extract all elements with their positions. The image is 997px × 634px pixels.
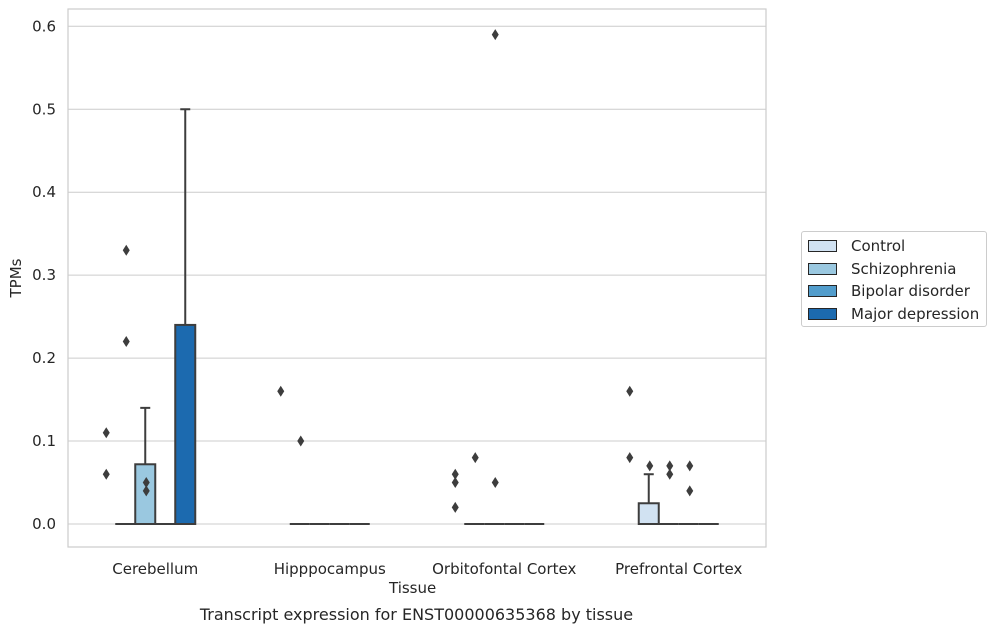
outlier-point (142, 485, 150, 497)
legend-label: Schizophrenia (851, 259, 957, 278)
outlier-point (451, 468, 459, 480)
plot-area (67, 8, 767, 548)
legend-item-bipolar: Bipolar disorder (802, 280, 986, 303)
x-tick-label: Cerebellum (112, 560, 198, 578)
y-tick-label: 0.1 (32, 432, 56, 450)
outlier-point (102, 427, 110, 439)
x-tick-label: Prefrontal Cortex (615, 560, 742, 578)
outlier-point (666, 468, 674, 480)
outlier-point (451, 501, 459, 513)
legend: Control Schizophrenia Bipolar disorder M… (801, 231, 987, 327)
outlier-point (471, 452, 479, 464)
figure-caption: Transcript expression for ENST0000063536… (199, 605, 634, 624)
outlier-point (686, 485, 694, 497)
legend-label: Control (851, 237, 906, 256)
legend-item-control: Control (802, 235, 986, 258)
outlier-point (122, 244, 130, 256)
box (637, 502, 660, 526)
outlier-point (297, 435, 305, 447)
outlier-point (491, 29, 499, 41)
y-tick-label: 0.2 (32, 349, 56, 367)
y-tick-label: 0.4 (32, 183, 56, 201)
y-axis-label: TPMs (7, 258, 25, 298)
legend-swatch-major-depression (808, 307, 837, 320)
y-tick-label: 0.0 (32, 515, 56, 533)
outlier-point (142, 477, 150, 489)
legend-swatch-bipolar (808, 285, 837, 298)
y-tick-label: 0.5 (32, 100, 56, 118)
legend-label: Bipolar disorder (851, 282, 970, 301)
legend-item-major-depression: Major depression (802, 303, 986, 326)
outlier-point (626, 385, 634, 397)
outlier-point (686, 460, 694, 472)
outlier-point (491, 477, 499, 489)
outlier-point (277, 385, 285, 397)
outlier-point (666, 460, 674, 472)
legend-swatch-control (808, 240, 837, 253)
outlier-point (646, 460, 654, 472)
box (174, 323, 197, 526)
outlier-point (451, 477, 459, 489)
outlier-point (626, 452, 634, 464)
outlier-point (122, 336, 130, 348)
legend-swatch-schizophrenia (808, 262, 837, 275)
y-tick-label: 0.6 (32, 17, 56, 35)
x-tick-label: Hipppocampus (274, 560, 386, 578)
x-tick-label: Orbitofontal Cortex (432, 560, 576, 578)
x-axis-label: Tissue (389, 579, 437, 597)
outlier-point (102, 468, 110, 480)
y-tick-label: 0.3 (32, 266, 56, 284)
legend-item-schizophrenia: Schizophrenia (802, 258, 986, 281)
legend-label: Major depression (851, 304, 980, 323)
